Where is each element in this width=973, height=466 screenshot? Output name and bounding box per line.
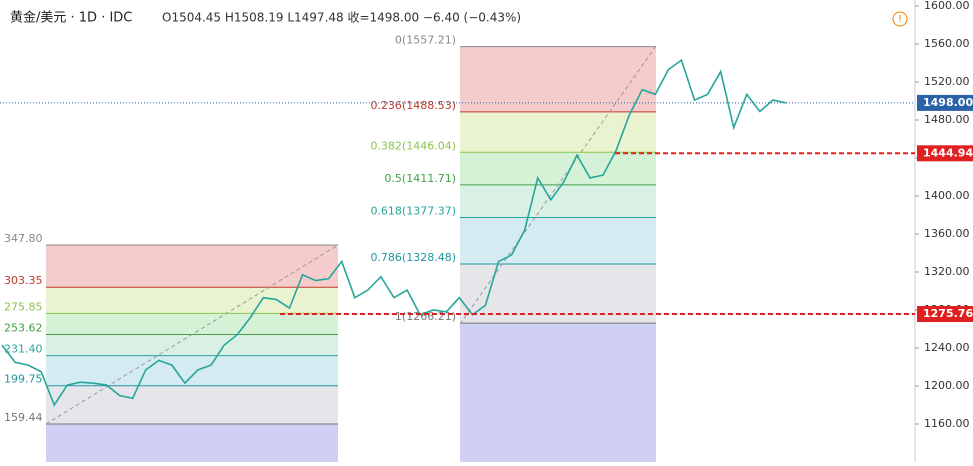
fib-band <box>46 355 338 386</box>
fib-band <box>460 111 656 153</box>
alert-icon[interactable] <box>892 11 908 27</box>
y-tick-label: 1520.00 <box>924 75 970 88</box>
price-tag-label: 1444.94 <box>923 146 973 159</box>
alert-icon-mark: ! <box>898 14 902 25</box>
y-tick-label: 1480.00 <box>924 113 970 126</box>
fib-label: 0.382(1446.04) <box>370 139 456 152</box>
fib-label: 159.44 <box>4 411 43 424</box>
fib-label: 0.5(1411.71) <box>384 172 456 185</box>
symbol: 黄金/美元 · 1D · IDC <box>10 10 132 26</box>
fib-label: 0.618(1377.37) <box>370 204 456 217</box>
price-tag-label: 1275.76 <box>923 307 973 320</box>
fib-band <box>46 287 338 314</box>
fib-band <box>46 424 338 462</box>
fib-band <box>460 46 656 112</box>
y-tick-label: 1240.00 <box>924 341 970 354</box>
fib-band <box>460 323 656 462</box>
fib-label: 303.35 <box>4 274 43 287</box>
fib-band <box>46 313 338 335</box>
fib-trend <box>459 45 657 325</box>
y-tick-label: 1600.00 <box>924 0 970 12</box>
fib-label: 199.75 <box>4 373 43 386</box>
fib-label: 0.786(1328.48) <box>370 251 456 264</box>
price-line <box>1 58 787 407</box>
y-tick-label: 1200.00 <box>924 379 970 392</box>
ohlc: O1504.45 H1508.19 L1497.48 收=1498.00 −6.… <box>162 11 521 25</box>
price-tag <box>917 306 973 323</box>
y-tick-label: 1360.00 <box>924 227 970 240</box>
fib-label: 275.85 <box>4 300 43 313</box>
y-tick-label: 1400.00 <box>924 189 970 202</box>
fib-band <box>460 152 656 185</box>
fib-band <box>460 217 656 264</box>
fib-label: 0(1557.21) <box>395 34 456 47</box>
fib-label: 253.62 <box>4 322 43 335</box>
price-tag <box>917 94 973 111</box>
fib-label: 347.80 <box>4 232 43 245</box>
fib-label: 231.40 <box>4 343 43 356</box>
fib-band <box>46 385 338 424</box>
y-tick-label: 1320.00 <box>924 265 970 278</box>
price-tag-label: 1498.00 <box>923 96 973 109</box>
fib-label: 0.236(1488.53) <box>370 99 456 112</box>
y-tick-label: 1560.00 <box>924 37 970 50</box>
y-tick-label: 1160.00 <box>924 417 970 430</box>
fib-trend <box>45 244 339 425</box>
fib-band <box>46 245 338 288</box>
fib-band <box>46 334 338 356</box>
price-tag <box>917 145 973 162</box>
